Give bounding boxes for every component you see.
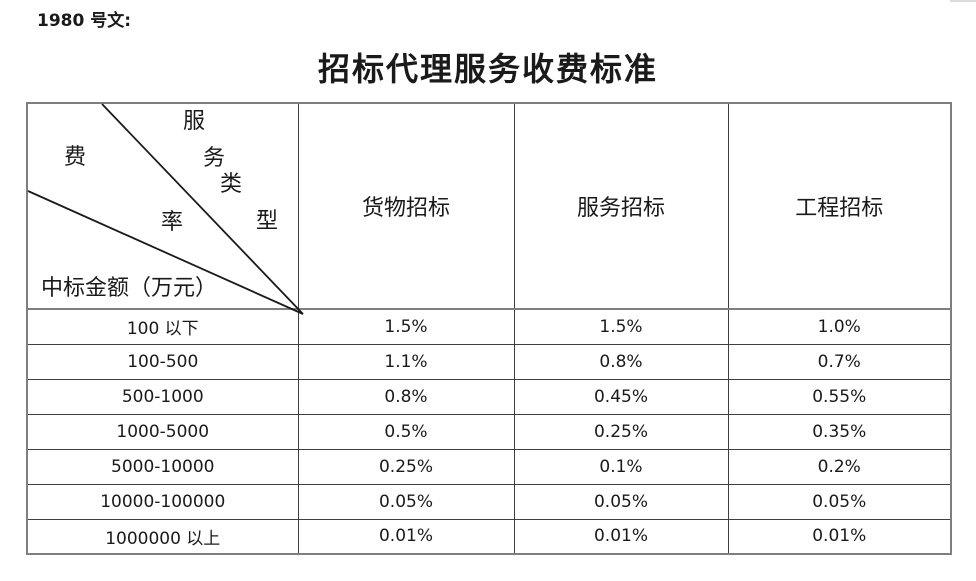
corner-label-type-char-1: 服 (183, 109, 206, 134)
rate-cell: 0.7% (727, 343, 952, 380)
rate-cell: 0.5% (297, 413, 515, 450)
amount-cell: 100 以下 (26, 308, 299, 345)
corner-row-axis-label: 中标金额（万元） (41, 276, 218, 301)
corner-label-type-char-2: 务 (203, 146, 226, 171)
corner-label-rate-char: 率 (161, 210, 184, 235)
rate-cell: 0.8% (513, 343, 729, 380)
corner-label-type-char-3: 类 (220, 172, 243, 197)
amount-cell: 1000-5000 (26, 413, 299, 450)
rate-cell: 0.8% (297, 378, 515, 415)
rate-cell: 0.35% (727, 413, 952, 450)
column-header-engineering: 工程招标 (727, 102, 952, 310)
rate-cell: 0.05% (727, 483, 952, 520)
top-edge-artifact (950, 0, 976, 2)
amount-cell: 5000-10000 (26, 448, 299, 485)
table-row: 500-1000 0.8% 0.45% 0.55% (26, 378, 952, 415)
amount-cell: 500-1000 (26, 378, 299, 415)
corner-label-fee-char: 费 (64, 145, 87, 170)
doc-number-label: 1980 号文: (37, 11, 132, 31)
rate-cell: 1.0% (727, 308, 952, 345)
amount-cell: 10000-100000 (26, 483, 299, 520)
rate-cell: 0.25% (513, 413, 729, 450)
table-row: 100-500 1.1% 0.8% 0.7% (26, 343, 952, 380)
rate-cell: 1.5% (297, 308, 515, 345)
corner-cell: 费 服 务 类 型 率 中标金额（万元） (26, 102, 304, 315)
table-row: 1000000 以上 0.01% 0.01% 0.01% (26, 518, 952, 555)
header-row: 费 服 务 类 型 率 中标金额（万元） 货物招标 服务招标 工程招标 (26, 102, 952, 315)
rate-cell: 0.2% (727, 448, 952, 485)
amount-cell: 100-500 (26, 343, 299, 380)
rate-cell: 0.05% (513, 483, 729, 520)
rate-cell: 0.45% (513, 378, 729, 415)
rate-cell: 0.01% (727, 518, 952, 555)
rate-cell: 0.01% (513, 518, 729, 555)
rate-cell: 0.55% (727, 378, 952, 415)
diagonal-divider-lines (27, 103, 304, 315)
rate-cell: 0.01% (297, 518, 515, 555)
table-row: 5000-10000 0.25% 0.1% 0.2% (26, 448, 952, 485)
column-header-service: 服务招标 (513, 102, 729, 310)
amount-cell: 1000000 以上 (26, 518, 299, 555)
table-row: 100 以下 1.5% 1.5% 1.0% (26, 308, 952, 345)
document-title: 招标代理服务收费标准 (317, 50, 658, 88)
table-row: 1000-5000 0.5% 0.25% 0.35% (26, 413, 952, 450)
fee-table: 费 服 务 类 型 率 中标金额（万元） 货物招标 服务招标 工程招标 100 … (26, 102, 952, 555)
rate-cell: 0.25% (297, 448, 515, 485)
table-row: 10000-100000 0.05% 0.05% 0.05% (26, 483, 952, 520)
rate-cell: 1.5% (513, 308, 729, 345)
rate-cell: 0.05% (297, 483, 515, 520)
rate-cell: 0.1% (513, 448, 729, 485)
column-header-goods: 货物招标 (297, 102, 515, 310)
corner-label-type-char-4: 型 (256, 209, 279, 234)
rate-cell: 1.1% (297, 343, 515, 380)
